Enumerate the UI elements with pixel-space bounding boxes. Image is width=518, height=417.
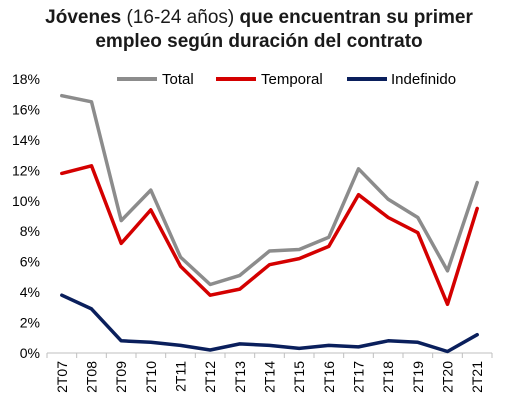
series-line bbox=[60, 93, 479, 287]
x-tick-label: 2T16 bbox=[321, 361, 337, 393]
x-tick-label: 2T20 bbox=[440, 361, 456, 393]
chart-title: Jóvenes (16-24 años) que encuentran su p… bbox=[0, 6, 518, 54]
x-tick-label: 2T19 bbox=[410, 361, 426, 393]
title-part-bold-end: que encuentran su primer bbox=[239, 7, 473, 28]
y-tick-label: 12% bbox=[12, 162, 40, 178]
x-tick-label: 2T09 bbox=[113, 361, 129, 393]
y-tick-label: 16% bbox=[12, 101, 40, 117]
y-tick-label: 10% bbox=[12, 193, 40, 209]
x-tick-label: 2T07 bbox=[54, 361, 70, 393]
x-tick-label: 2T10 bbox=[143, 361, 159, 393]
x-tick-label: 2T12 bbox=[202, 361, 218, 393]
y-tick-label: 4% bbox=[20, 284, 40, 300]
y-tick-label: 14% bbox=[12, 132, 40, 148]
title-line-2: empleo según duración del contrato bbox=[95, 31, 423, 52]
y-tick-label: 2% bbox=[20, 315, 40, 331]
title-part-normal: (16-24 años) bbox=[121, 7, 240, 28]
x-tick-label: 2T18 bbox=[380, 361, 396, 393]
title-part-bold: Jóvenes bbox=[45, 7, 122, 28]
legend-label: Indefinido bbox=[391, 71, 456, 88]
legend-label: Total bbox=[162, 71, 194, 88]
title-line-1: Jóvenes (16-24 años) que encuentran su p… bbox=[0, 6, 518, 30]
series-line bbox=[60, 293, 479, 354]
x-tick-label: 2T21 bbox=[469, 361, 485, 393]
y-tick-label: 0% bbox=[20, 345, 40, 361]
x-tick-label: 2T15 bbox=[291, 361, 307, 393]
x-tick-label: 2T13 bbox=[232, 361, 248, 393]
y-tick-label: 8% bbox=[20, 223, 40, 239]
x-tick-label: 2T11 bbox=[173, 361, 189, 392]
x-tick-label: 2T14 bbox=[262, 361, 278, 393]
y-tick-label: 18% bbox=[12, 71, 40, 87]
x-tick-label: 2T08 bbox=[84, 361, 100, 393]
y-tick-label: 6% bbox=[20, 254, 40, 270]
x-tick-label: 2T17 bbox=[351, 361, 367, 393]
series-line bbox=[60, 164, 479, 307]
legend-label: Temporal bbox=[261, 71, 323, 88]
